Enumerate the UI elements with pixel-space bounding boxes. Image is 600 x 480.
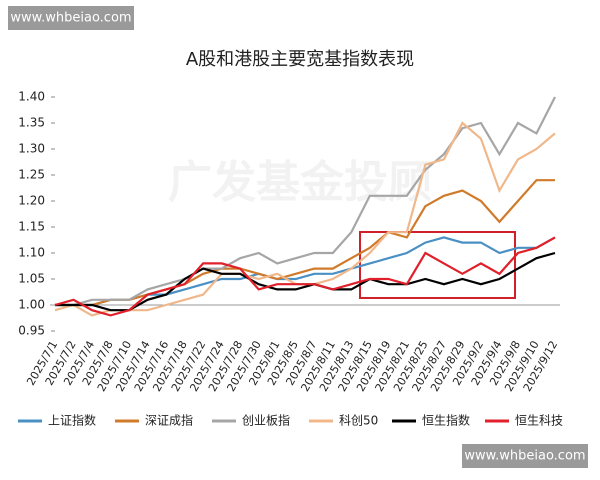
series-line — [55, 251, 556, 312]
y-tick-label: 0.95 — [18, 324, 45, 338]
watermark-box — [8, 6, 134, 30]
highlight-box — [359, 231, 516, 299]
y-tick-label: 1.35 — [18, 116, 45, 130]
legend-label: 恒生科技 — [515, 414, 563, 428]
watermark: 广发基金投顾 — [168, 157, 432, 208]
series-line — [55, 179, 555, 307]
chart-title: A股和港股主要宽基指数表现 — [186, 49, 414, 70]
y-tick-label: 1.05 — [18, 272, 45, 286]
y-tick-label: 1.10 — [18, 246, 45, 260]
legend-label: 恒生指数 — [422, 413, 470, 428]
series-line — [55, 96, 556, 307]
watermark: www.whbeiao.com — [10, 11, 131, 26]
y-tick-label: 1.20 — [18, 194, 45, 208]
y-tick-label: 1.15 — [18, 220, 45, 234]
watermark-box — [462, 444, 588, 468]
legend-label: 创业板指 — [242, 413, 290, 428]
legend-label: 上证指数 — [48, 413, 96, 428]
y-tick-label: 1.25 — [18, 168, 45, 182]
series-line — [54, 236, 556, 317]
legend-label: 科创50 — [339, 414, 378, 428]
y-tick-label: 1.00 — [18, 298, 45, 312]
y-tick-label: 1.40 — [18, 90, 45, 104]
watermark: www.whbeiao.com — [464, 449, 585, 464]
y-tick-label: 1.30 — [18, 142, 45, 156]
legend-label: 深证成指 — [145, 413, 193, 428]
